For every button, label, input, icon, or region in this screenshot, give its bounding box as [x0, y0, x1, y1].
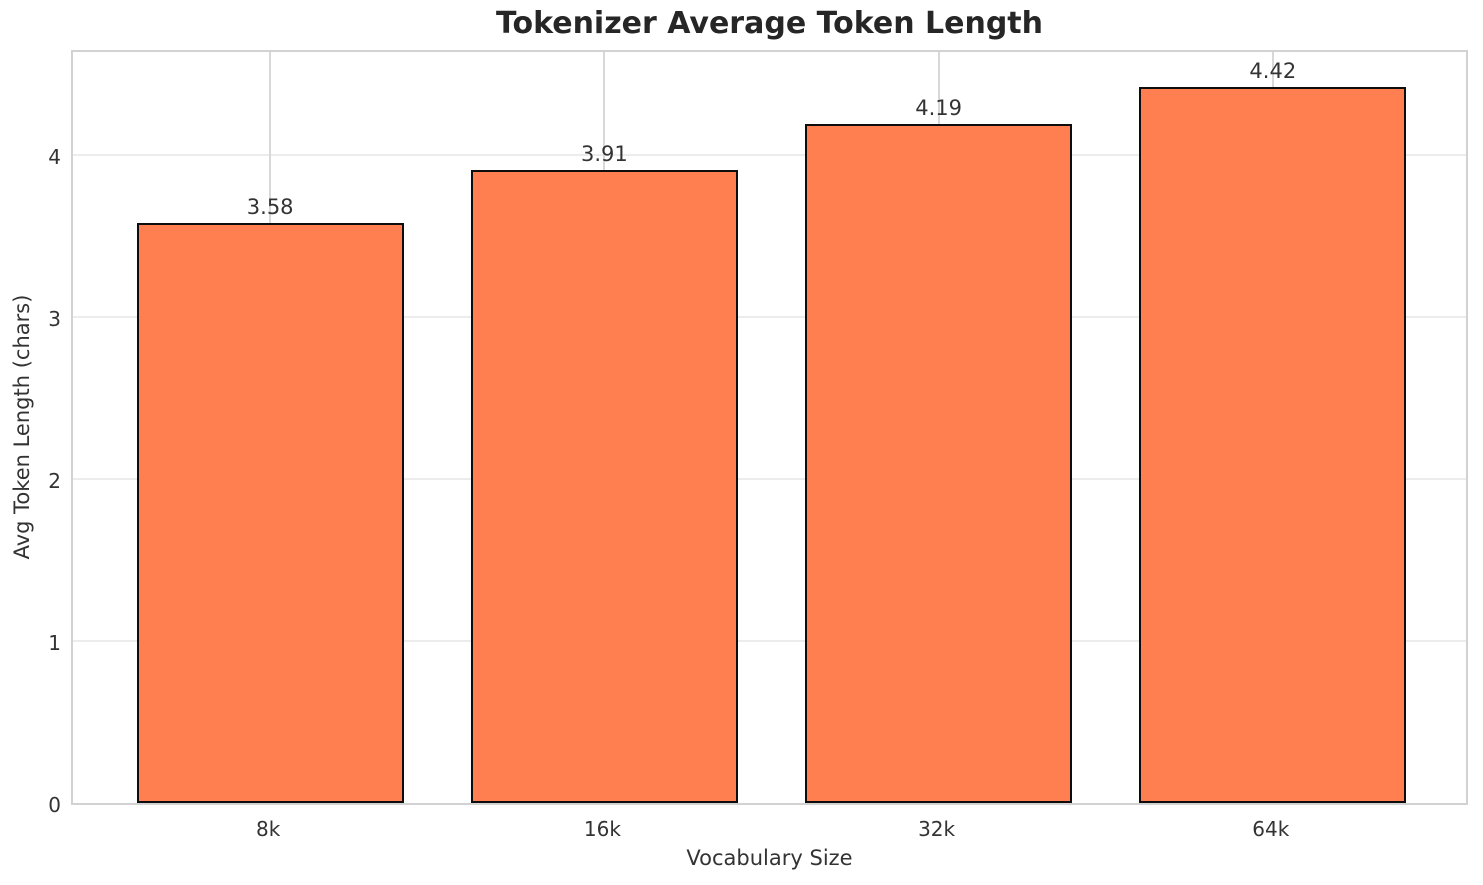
bar	[804, 124, 1073, 803]
x-axis-label: Vocabulary Size	[686, 846, 853, 870]
bar-value-label: 3.91	[581, 141, 628, 166]
x-tick-label: 8k	[256, 817, 281, 841]
bar-value-label: 3.58	[246, 194, 294, 219]
gridline-horizontal	[73, 315, 1466, 318]
gridline-horizontal	[73, 639, 1466, 642]
bar	[136, 222, 404, 803]
x-tick-label: 16k	[583, 817, 621, 841]
y-tick-label: 1	[48, 630, 61, 655]
bar-value-label: 4.19	[915, 96, 962, 121]
bar	[470, 169, 739, 803]
gridline-horizontal	[73, 477, 1466, 480]
x-tick-label: 32k	[918, 817, 956, 841]
bar-value-label: 4.42	[1249, 58, 1297, 83]
y-tick-label: 0	[48, 793, 61, 817]
plot-area: 3.58 3.91 4.19 4.42	[71, 50, 1468, 805]
chart-title: Tokenizer Average Token Length	[495, 6, 1043, 41]
y-axis-label: Avg Token Length (chars)	[10, 294, 34, 560]
bar	[1139, 86, 1407, 803]
y-tick-label: 2	[48, 468, 61, 493]
x-tick-label: 64k	[1252, 817, 1290, 841]
y-tick-label: 4	[48, 144, 61, 169]
bars-layer: 3.58 3.91 4.19 4.42	[73, 52, 1466, 803]
gridline-horizontal	[73, 153, 1466, 156]
y-tick-label: 3	[48, 306, 61, 331]
